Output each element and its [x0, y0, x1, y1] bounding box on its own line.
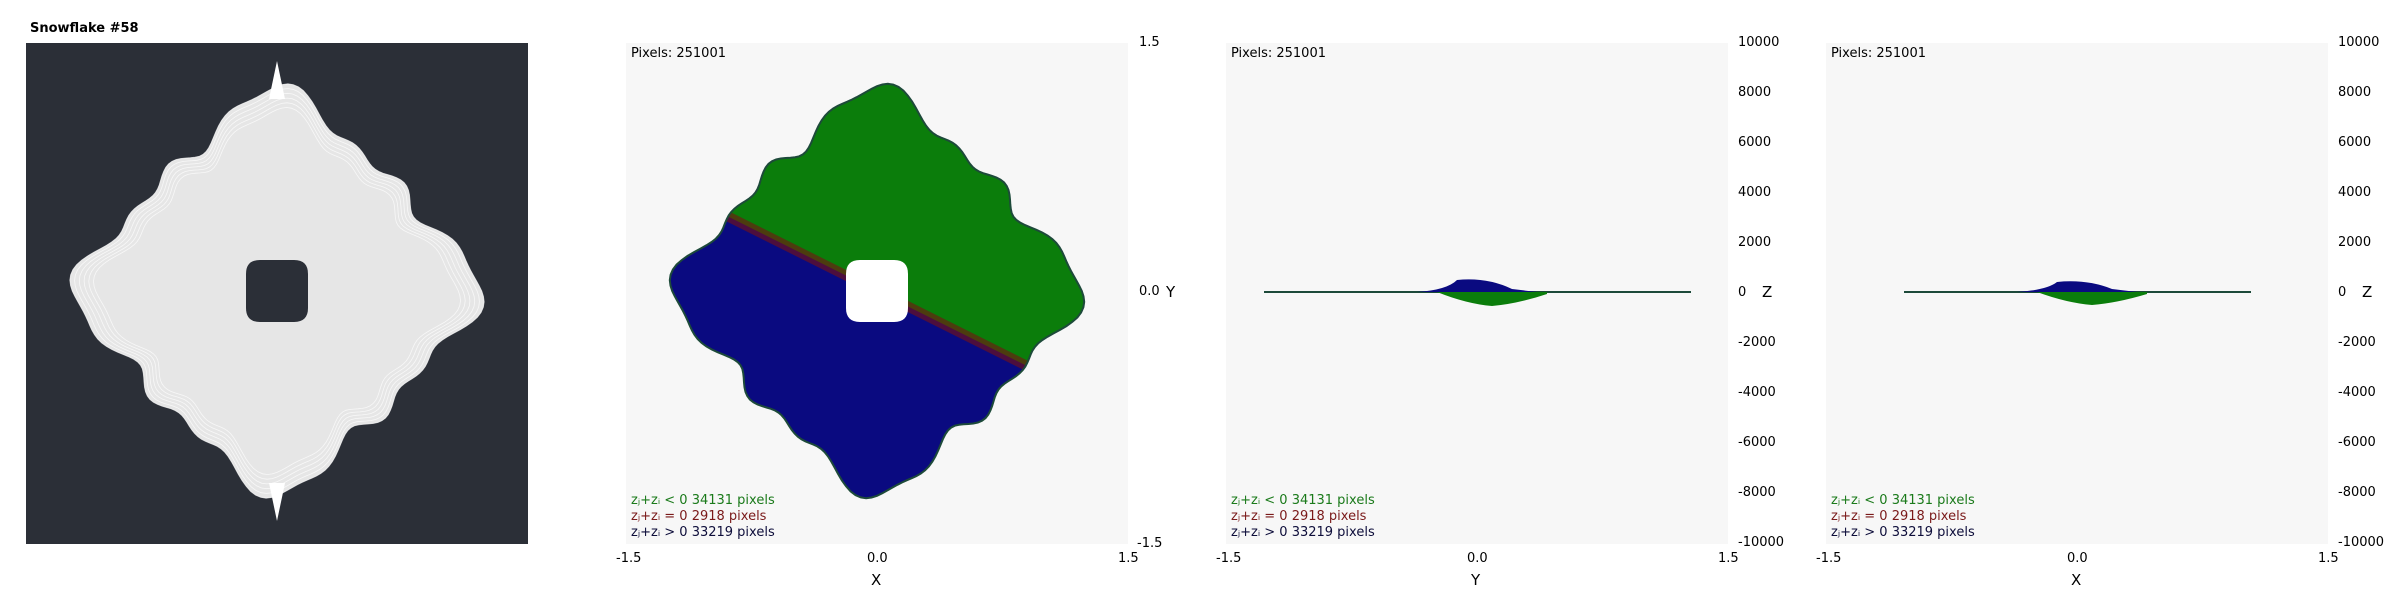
- pixels-label: Pixels: 251001: [1231, 46, 1326, 61]
- z-tick-label: 0: [1738, 285, 1747, 300]
- legend-item-positive: zⱼ+zᵢ > 0 33219 pixels: [1231, 525, 1375, 540]
- fractal-image: [69, 61, 485, 521]
- yz-plot-area: Pixels: 251001 zⱼ+zᵢ < 0 34131 pixels zⱼ…: [1226, 43, 1728, 544]
- z-tick-label: -2000: [1738, 335, 1776, 350]
- z-tick-label: -4000: [2338, 385, 2376, 400]
- pixels-label: Pixels: 251001: [631, 46, 726, 61]
- x-axis-label: Y: [1471, 571, 1481, 589]
- fractal-contour: [78, 92, 476, 490]
- negative-z-area: [2037, 292, 2147, 305]
- x-tick-label: 1.5: [1718, 551, 1739, 566]
- z-axis-label: Z: [2362, 283, 2373, 301]
- fractal-hole: [246, 260, 308, 322]
- z-tick-label: 6000: [1738, 135, 1772, 150]
- xy-plot-svg: [668, 82, 1086, 500]
- legend: zⱼ+zᵢ < 0 34131 pixels zⱼ+zᵢ = 0 2918 pi…: [631, 493, 775, 541]
- z-tick-label: -10000: [2338, 535, 2385, 550]
- x-axis-label: X: [871, 571, 882, 589]
- z-tick-label: 8000: [2338, 85, 2372, 100]
- y-axis-label: Y: [1166, 283, 1176, 301]
- xz-plot-area: Pixels: 251001 zⱼ+zᵢ < 0 34131 pixels zⱼ…: [1826, 43, 2328, 544]
- legend-item-negative: zⱼ+zᵢ < 0 34131 pixels: [1831, 493, 1975, 508]
- z-tick-label: 10000: [1738, 35, 1780, 50]
- legend-item-zero: zⱼ+zᵢ = 0 2918 pixels: [1831, 509, 1967, 524]
- z-tick-label: -8000: [2338, 485, 2376, 500]
- legend-item-negative: zⱼ+zᵢ < 0 34131 pixels: [631, 493, 775, 508]
- y-tick-label: 0.0: [1139, 284, 1160, 299]
- x-tick-label: -1.5: [1216, 551, 1242, 566]
- legend-item-zero: zⱼ+zᵢ = 0 2918 pixels: [1231, 509, 1367, 524]
- fractal-contour: [74, 88, 480, 494]
- x-tick-label: -1.5: [1816, 551, 1842, 566]
- fractal-contour: [83, 97, 471, 485]
- fractal-hole: [846, 260, 908, 322]
- x-tick-label: 0.0: [2067, 551, 2088, 566]
- x-tick-label: 0.0: [1467, 551, 1488, 566]
- fractal-contour: [69, 83, 485, 499]
- legend: zⱼ+zᵢ < 0 34131 pixels zⱼ+zᵢ = 0 2918 pi…: [1231, 493, 1375, 541]
- fractal-contour: [93, 107, 461, 475]
- xz-plot-svg: [1904, 281, 2251, 305]
- legend-item-zero: zⱼ+zᵢ = 0 2918 pixels: [631, 509, 767, 524]
- positive-z-area: [1417, 279, 1537, 292]
- z-tick-label: -4000: [1738, 385, 1776, 400]
- z-tick-label: 10000: [2338, 35, 2380, 50]
- z-tick-label: -6000: [1738, 435, 1776, 450]
- x-tick-label: 0.0: [867, 551, 888, 566]
- xy-plot-area: Pixels: 251001 zⱼ+zᵢ < 0 34131 pixels zⱼ…: [626, 43, 1128, 544]
- positive-z-area: [2017, 281, 2137, 292]
- y-tick-label: 1.5: [1139, 35, 1160, 50]
- x-tick-label: 1.5: [2318, 551, 2339, 566]
- legend-item-positive: zⱼ+zᵢ > 0 33219 pixels: [1831, 525, 1975, 540]
- legend-item-positive: zⱼ+zᵢ > 0 33219 pixels: [631, 525, 775, 540]
- fractal-outline: [668, 82, 1086, 500]
- fractal-contour: [88, 102, 466, 480]
- z-tick-label: -8000: [1738, 485, 1776, 500]
- z-tick-label: 0: [2338, 285, 2347, 300]
- fractal-spike: [269, 61, 285, 99]
- z-tick-label: 2000: [1738, 235, 1772, 250]
- legend-item-negative: zⱼ+zᵢ < 0 34131 pixels: [1231, 493, 1375, 508]
- fractal-render-panel: [26, 43, 528, 544]
- z-tick-label: 6000: [2338, 135, 2372, 150]
- z-tick-label: 8000: [1738, 85, 1772, 100]
- yz-plot-svg: [1264, 279, 1691, 306]
- y-tick-label: -1.5: [1137, 536, 1163, 551]
- z-tick-label: -10000: [1738, 535, 1785, 550]
- x-tick-label: 1.5: [1118, 551, 1139, 566]
- x-tick-label: -1.5: [616, 551, 642, 566]
- figure-title: Snowflake #58: [30, 21, 139, 36]
- legend: zⱼ+zᵢ < 0 34131 pixels zⱼ+zᵢ = 0 2918 pi…: [1831, 493, 1975, 541]
- fractal-spike: [269, 483, 285, 521]
- z-tick-label: 2000: [2338, 235, 2372, 250]
- z-tick-label: -2000: [2338, 335, 2376, 350]
- z-tick-label: 4000: [2338, 185, 2372, 200]
- pixels-label: Pixels: 251001: [1831, 46, 1926, 61]
- z-axis-label: Z: [1762, 283, 1773, 301]
- x-axis-label: X: [2071, 571, 2082, 589]
- z-tick-label: -6000: [2338, 435, 2376, 450]
- z-tick-label: 4000: [1738, 185, 1772, 200]
- negative-z-area: [1437, 292, 1547, 306]
